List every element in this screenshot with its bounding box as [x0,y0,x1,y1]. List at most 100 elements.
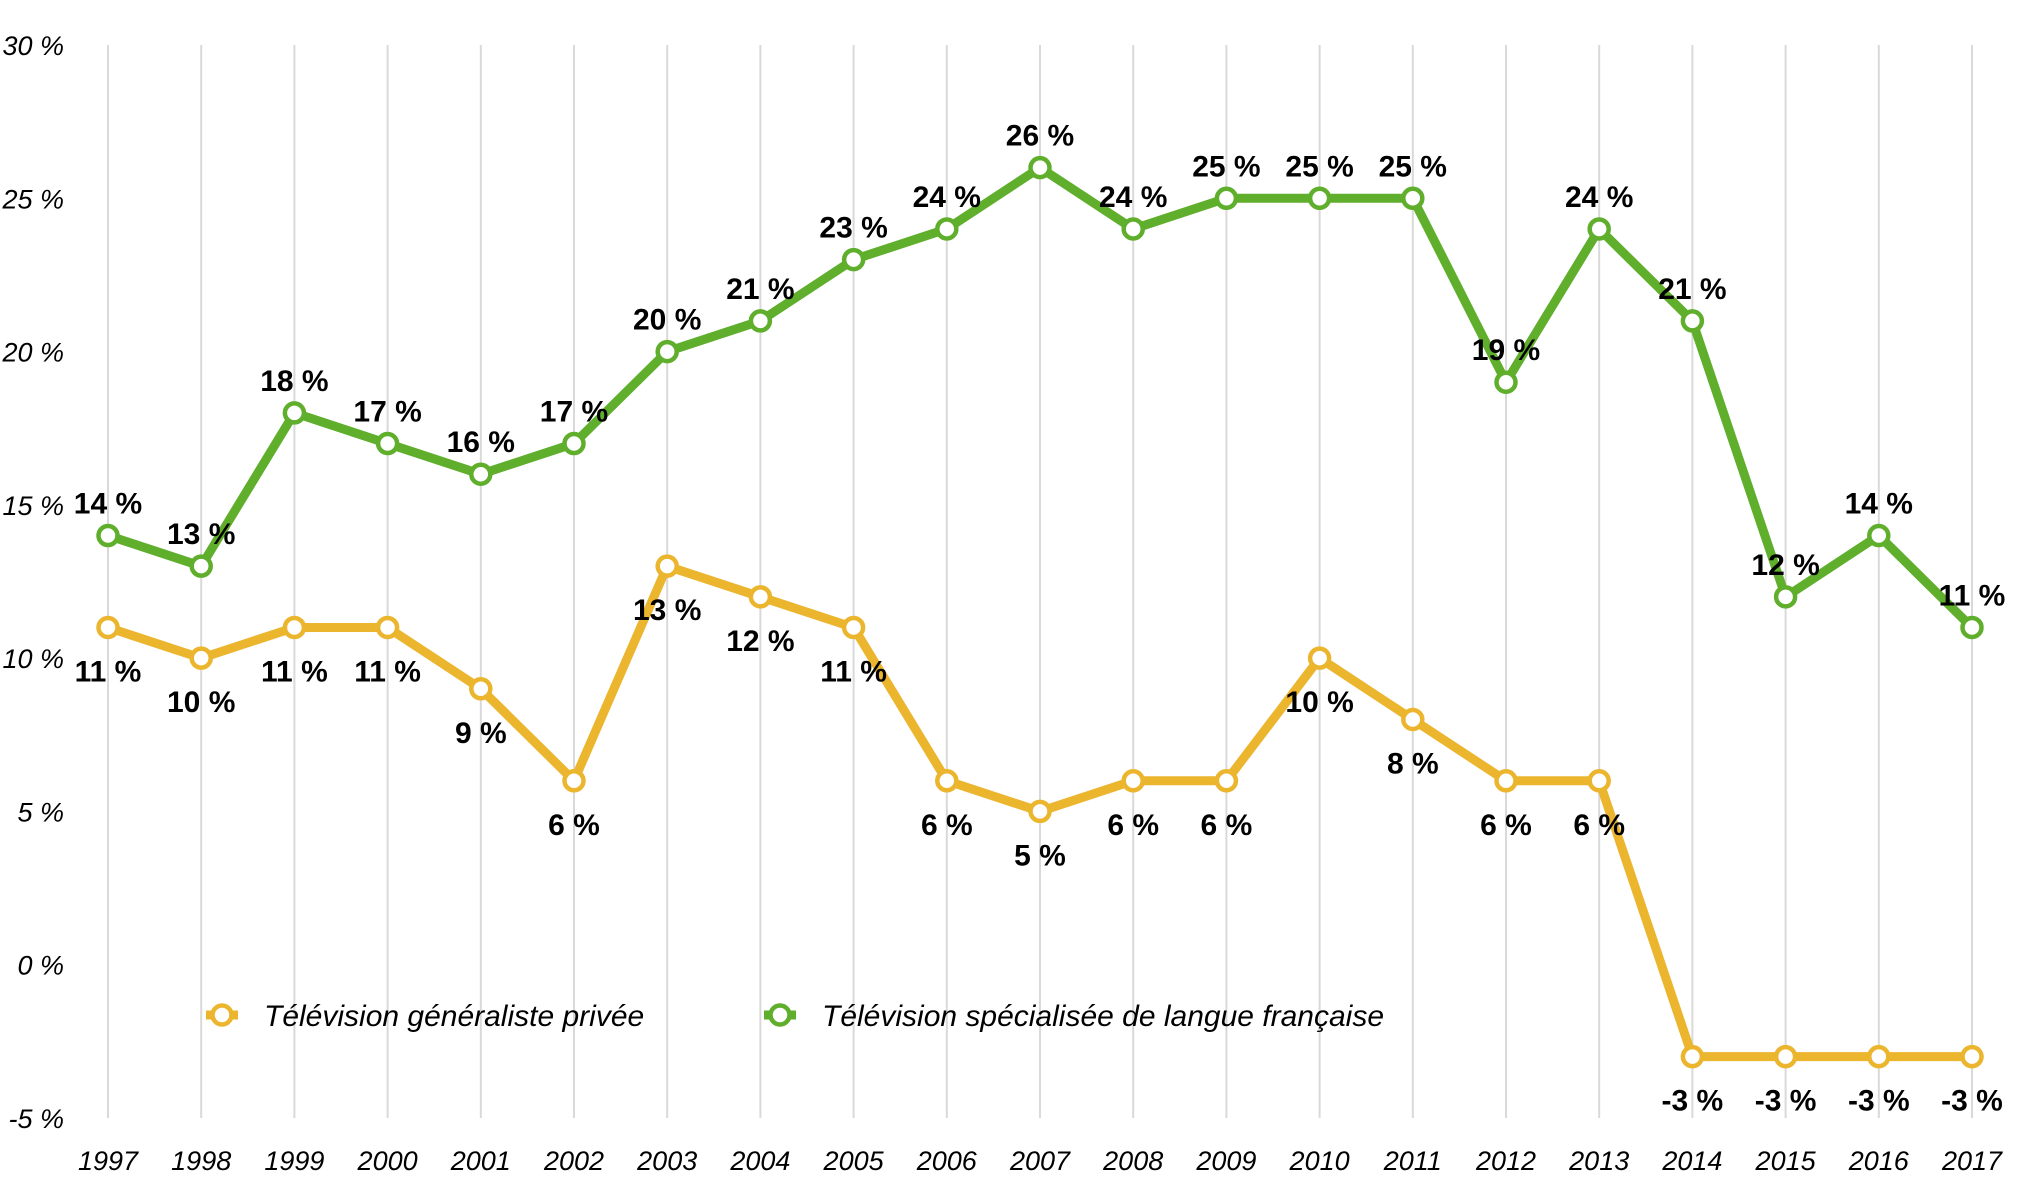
x-tick-label: 2016 [1848,1146,1910,1176]
data-label: 24 % [913,181,981,214]
x-tick-label: 2010 [1289,1146,1350,1176]
data-label: 6 % [1573,809,1625,842]
x-tick-label: 2014 [1661,1146,1722,1176]
data-point [1680,309,1705,333]
data-point [375,615,400,640]
x-tick-label: 2008 [1102,1146,1163,1176]
data-point [1028,155,1052,180]
data-label: 6 % [1201,809,1253,842]
x-tick-label: 1997 [78,1146,139,1176]
data-point [655,554,679,578]
data-label: 10 % [1285,686,1353,719]
data-label: 25 % [1379,150,1447,183]
data-point [1867,1044,1891,1069]
data-point [1214,186,1239,211]
data-label: 11 % [820,655,887,688]
legend-swatch-marker [768,1003,792,1027]
x-axis-tick-labels: 1997 1998 1999 2000 2001 2002 2003 2004 2005 2006… [78,1146,2003,1176]
data-label: 13 % [167,518,235,551]
data-point [841,247,866,272]
data-point [748,309,773,333]
x-tick-label: 1999 [264,1146,324,1176]
y-axis-tick-labels: 30 % 25 % 20 % 15 % 10 % 5 % 0 % -5 % [1,31,64,1134]
data-point [1680,1044,1705,1069]
y-tick-label: 25 % [1,184,64,214]
data-label: -3 % [1755,1085,1817,1118]
data-point [748,585,773,609]
y-tick-label: 0 % [17,951,64,981]
data-labels: 11 % 10 % 11 % 11 % 9 % 6 % 13 % 12 % 11 % 6 % 5 %… [74,120,2006,1118]
data-label: 5 % [1014,839,1066,872]
data-point [1121,769,1145,793]
x-tick-label: 2000 [357,1146,418,1176]
data-label: 21 % [726,273,794,306]
x-tick-label: 2013 [1568,1146,1629,1176]
x-tick-label: 2012 [1475,1146,1536,1176]
data-point [1214,769,1239,793]
x-tick-label: 2009 [1195,1146,1256,1176]
legend: Télévision généraliste privée Télévision … [206,1000,1384,1033]
data-point [1773,585,1798,609]
data-point [375,431,400,456]
data-point [1121,217,1145,241]
data-label: 10 % [167,686,235,719]
data-point [1960,615,1984,640]
data-label: 20 % [633,304,701,337]
data-point [1401,707,1425,732]
data-label: -3 % [1941,1085,2003,1118]
data-label: 21 % [1658,273,1726,306]
data-label: 9 % [455,717,507,750]
data-point [935,217,959,241]
x-tick-label: 2002 [543,1146,604,1176]
data-point [282,615,307,640]
data-point [1494,769,1518,793]
data-point [96,615,120,640]
data-point [562,769,586,793]
data-label: 6 % [548,809,600,842]
data-point [1960,1044,1984,1069]
data-point [96,523,120,548]
data-label: -3 % [1662,1085,1724,1118]
series-points [96,155,1984,1069]
legend-swatch-marker [210,1003,234,1027]
data-point [562,431,586,456]
vertical-gridlines [107,45,1973,1118]
x-tick-label: 2001 [450,1146,511,1176]
x-tick-label: 2015 [1755,1146,1817,1176]
data-point [189,646,213,670]
data-label: 14 % [1845,488,1913,521]
data-label: 26 % [1006,120,1074,153]
data-point [841,615,866,640]
y-tick-label: 20 % [1,338,64,368]
data-label: 13 % [633,594,701,627]
data-point [469,462,493,486]
x-tick-label: 2011 [1383,1146,1442,1176]
data-label: 24 % [1565,181,1633,214]
data-label: 8 % [1387,747,1439,780]
data-label: 17 % [540,396,608,429]
data-label: 17 % [353,396,421,429]
x-tick-label: 2005 [823,1146,885,1176]
y-tick-label: 15 % [2,491,64,521]
data-point [1307,186,1332,211]
data-point [1494,370,1518,394]
data-point [1587,769,1611,793]
data-label: 12 % [726,625,794,658]
data-label: 11 % [75,655,142,688]
data-label: 6 % [921,809,973,842]
data-point [655,339,679,364]
data-label: 24 % [1099,181,1167,214]
y-tick-label: -5 % [8,1104,64,1134]
data-label: 19 % [1472,334,1540,367]
x-tick-label: 1998 [171,1146,231,1176]
data-point [1867,523,1891,548]
data-label: 12 % [1751,549,1819,582]
data-label: 25 % [1285,150,1353,183]
x-tick-label: 2004 [729,1146,790,1176]
data-point [1587,217,1611,241]
y-tick-label: 5 % [17,797,64,827]
data-point [189,554,213,578]
data-label: 16 % [447,426,515,459]
data-label: 11 % [1939,579,2006,612]
x-tick-label: 2006 [916,1146,978,1176]
